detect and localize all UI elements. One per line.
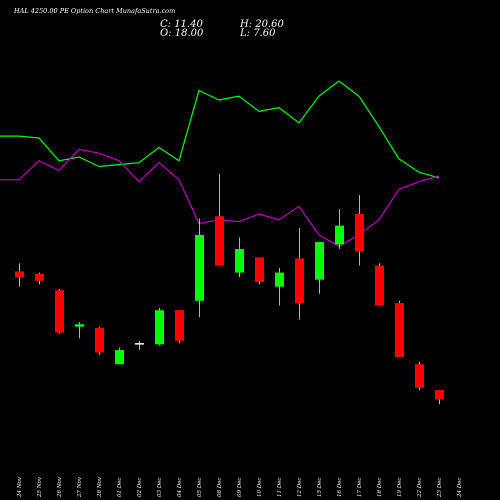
candle-body [195,235,204,301]
candle-body [335,225,344,245]
candle [175,310,184,344]
candle-body [55,290,64,333]
date-label: 17 Dec [357,478,363,498]
date-label: 18 Dec [377,478,383,498]
date-label: 19 Dec [397,478,403,498]
candlesticks [15,173,444,405]
candle-body [255,257,264,282]
candle-body [435,390,444,400]
candle-body [315,242,324,280]
close-value: C: 11.40 [160,19,203,30]
candle [75,321,84,339]
candle-body [35,273,44,281]
date-label: 15 Dec [317,478,323,498]
candle [375,263,384,306]
date-label: 26 Nov [57,476,63,498]
date-label: 28 Nov [97,476,103,498]
candle-body [275,272,284,287]
candle [335,209,344,250]
date-label: 08 Dec [217,478,223,498]
candle [395,300,404,358]
candle [355,195,364,266]
candle [115,347,124,365]
date-label: 01 Dec [117,478,123,498]
open-value: O: 18.00 [160,28,204,39]
date-labels: 24 Nov 25 Nov 26 Nov 27 Nov 28 Nov 01 Dec 02 D… [17,476,463,498]
candle-body [95,327,104,353]
candle [15,263,24,287]
candle-body [355,213,364,252]
candle-body [75,324,84,327]
date-label: 02 Dec [137,478,143,498]
candle-body [395,303,404,358]
high-value: H: 20.60 [240,19,284,30]
candle [215,173,224,266]
date-label: 12 Dec [297,478,303,498]
candle-body [175,310,184,341]
candle [435,390,444,405]
candle-body [295,258,304,304]
date-label: 16 Dec [337,478,343,498]
candle-body [15,271,24,278]
date-label: 04 Dec [177,478,183,498]
candle-body [375,265,384,306]
candle-body [415,364,424,388]
date-label: 05 Dec [197,478,203,498]
date-label: 27 Nov [77,476,83,498]
date-label: 24 Dec [457,478,463,499]
candle [315,242,324,294]
candle-body [155,310,164,345]
date-label: 25 Nov [37,476,43,498]
candle [235,237,244,278]
date-label: 10 Dec [257,478,263,498]
candle [195,218,204,318]
upper-indicator-line [0,80,440,179]
candle [255,257,264,285]
candle [155,307,164,346]
date-label: 09 Dec [237,478,243,498]
candle [295,227,304,320]
date-label: 24 Nov [17,476,23,498]
candle [35,272,44,285]
candle-body [115,350,124,365]
date-label: 03 Dec [157,478,163,498]
date-label: 11 Dec [277,478,283,498]
candle-body [215,216,224,266]
candle [55,289,64,334]
low-value: L: 7.60 [240,28,276,39]
candle [95,326,104,355]
date-label: 23 Dec [437,478,443,499]
candle-body [235,249,244,273]
candle [275,267,284,306]
date-label: 22 Dec [417,478,423,499]
candle [415,361,424,391]
chart-title: HAL 4250.00 PE Option Chart MunafaSutra.… [14,7,176,15]
candle-body [135,343,144,345]
candle [135,340,144,351]
